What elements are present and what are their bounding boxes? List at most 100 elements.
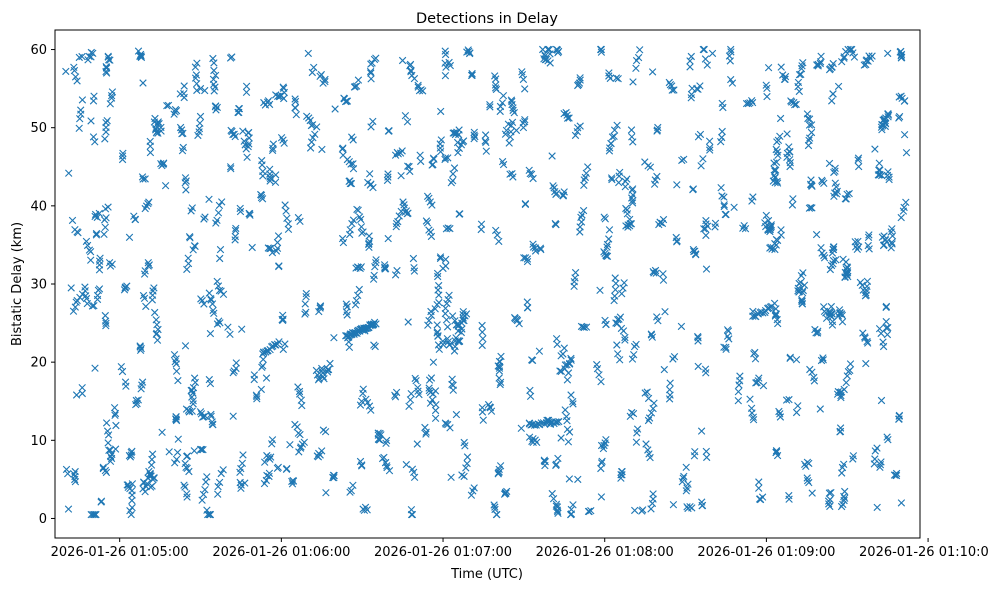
data-point <box>629 78 637 86</box>
data-point <box>213 103 221 112</box>
data-point <box>528 356 536 364</box>
data-point <box>181 483 189 491</box>
data-point <box>101 311 109 320</box>
data-point <box>294 383 302 391</box>
data-point <box>634 53 643 62</box>
data-point <box>91 210 100 219</box>
data-point <box>91 212 99 221</box>
data-point <box>807 121 816 129</box>
data-point <box>632 340 640 349</box>
data-point <box>897 499 906 507</box>
data-point <box>150 284 158 292</box>
data-point <box>150 474 158 482</box>
data-point <box>798 289 807 297</box>
data-point <box>686 57 694 65</box>
data-point <box>406 167 414 176</box>
data-point <box>722 345 730 353</box>
data-point <box>73 77 81 85</box>
data-point <box>777 226 785 234</box>
data-point <box>281 340 289 348</box>
data-point <box>433 328 442 336</box>
data-point <box>119 149 127 157</box>
data-point <box>318 145 326 154</box>
data-point <box>257 385 265 394</box>
data-point <box>888 238 896 246</box>
data-point <box>827 302 835 311</box>
data-point <box>211 71 220 80</box>
data-point <box>111 409 120 418</box>
data-point <box>365 239 373 247</box>
data-point <box>89 97 98 105</box>
data-point <box>687 94 695 102</box>
data-point <box>718 127 726 136</box>
data-point <box>404 162 412 170</box>
data-point <box>896 48 904 56</box>
data-point <box>615 178 623 187</box>
data-point <box>805 459 813 468</box>
data-point <box>102 319 110 327</box>
data-point <box>359 228 367 236</box>
data-point <box>864 57 872 65</box>
data-point <box>352 82 361 90</box>
data-point <box>766 226 774 234</box>
data-point <box>580 176 588 184</box>
data-point <box>659 276 668 284</box>
data-point <box>429 390 437 398</box>
data-point <box>91 364 99 372</box>
data-point <box>200 215 208 223</box>
data-point <box>322 489 330 497</box>
data-point <box>871 447 879 455</box>
data-point <box>834 82 843 91</box>
data-point <box>417 157 425 166</box>
data-point <box>104 431 113 439</box>
data-point <box>86 248 95 256</box>
data-point <box>876 461 885 469</box>
data-point <box>797 65 806 73</box>
data-point <box>749 193 757 201</box>
data-point <box>262 374 271 382</box>
data-point <box>813 61 821 69</box>
data-point <box>205 289 213 297</box>
data-point <box>137 385 145 393</box>
data-point <box>596 286 604 294</box>
data-point <box>855 162 863 171</box>
data-point <box>283 214 291 222</box>
data-point <box>403 118 412 126</box>
data-point <box>565 475 574 483</box>
data-point <box>106 100 114 108</box>
data-point <box>563 425 572 433</box>
data-point <box>503 487 511 496</box>
data-point <box>176 123 185 132</box>
data-point <box>157 160 165 168</box>
data-point <box>569 397 577 406</box>
data-point <box>526 392 535 400</box>
data-point <box>811 325 819 334</box>
data-point <box>382 439 390 447</box>
data-point <box>862 291 870 299</box>
data-point <box>319 79 327 87</box>
data-point <box>666 81 675 89</box>
data-point <box>701 55 710 63</box>
data-point <box>179 129 187 137</box>
data-point <box>608 133 617 141</box>
data-point <box>567 354 575 363</box>
data-point <box>196 445 205 454</box>
data-point <box>718 192 726 200</box>
data-point <box>499 160 508 169</box>
data-point <box>232 359 240 367</box>
data-point <box>495 237 503 246</box>
data-point <box>555 417 563 426</box>
data-point <box>611 274 619 282</box>
data-point <box>863 277 872 285</box>
x-tick-label: 2026-01-26 01:07:00 <box>374 545 512 560</box>
data-point <box>330 334 338 342</box>
data-point <box>649 404 657 413</box>
data-point <box>450 347 459 355</box>
data-point <box>75 124 83 132</box>
data-point <box>394 217 402 226</box>
data-point <box>579 323 587 331</box>
data-point <box>136 52 144 60</box>
data-point <box>101 466 110 475</box>
data-point <box>87 117 95 125</box>
data-point <box>687 52 695 61</box>
